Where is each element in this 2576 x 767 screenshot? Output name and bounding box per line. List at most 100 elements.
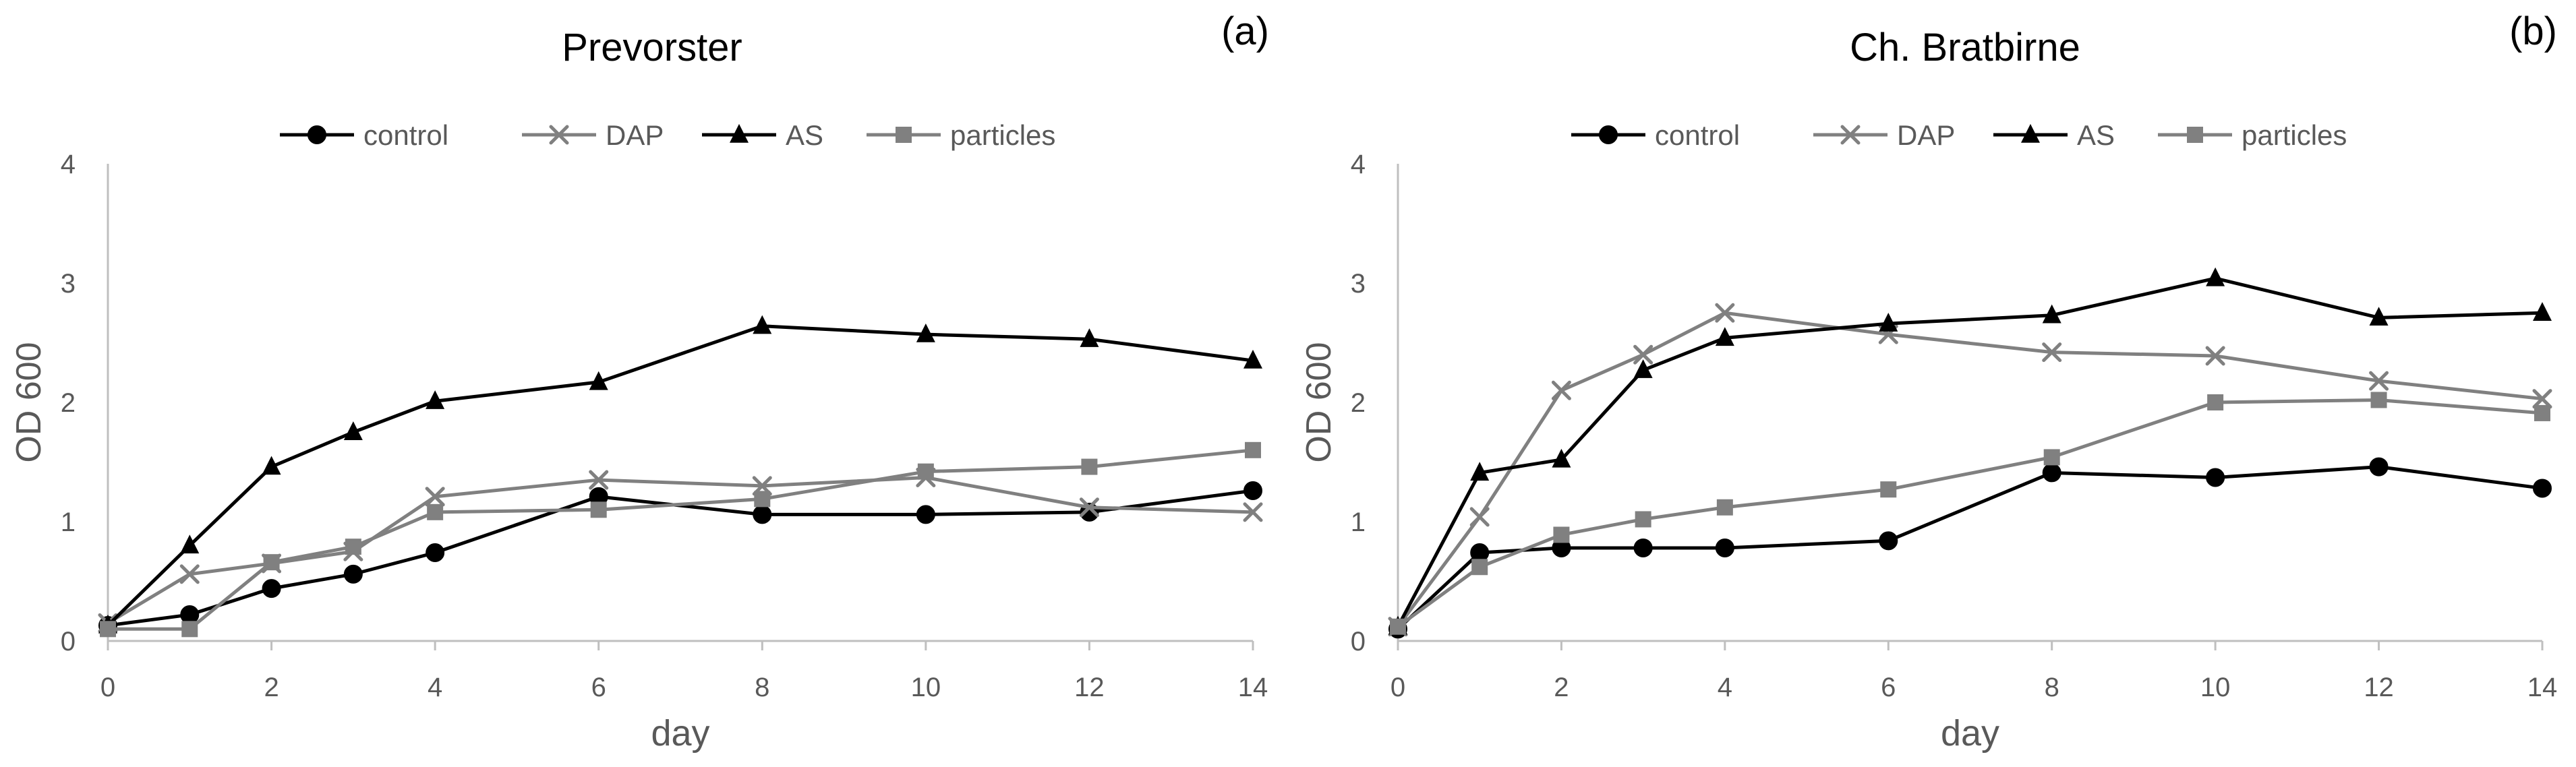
- data-point-control: [2533, 479, 2552, 498]
- x-tick-label: 0: [100, 673, 115, 702]
- legend-label: AS: [786, 119, 823, 151]
- y-tick-label: 2: [61, 388, 76, 418]
- series-particles: [1390, 392, 2550, 635]
- series-line-particles: [1397, 398, 2543, 628]
- data-point-DAP: [1715, 303, 1735, 323]
- legend-item-AS: AS: [702, 119, 823, 151]
- data-point-particles: [1081, 458, 1098, 475]
- data-point-AS: [1879, 313, 1898, 332]
- data-point-control: [2042, 463, 2061, 483]
- data-point-particles: [1471, 559, 1488, 576]
- data-point-AS: [2206, 267, 2225, 286]
- x-tick-label: 12: [1074, 673, 1105, 702]
- data-point-particles: [1390, 618, 1406, 635]
- data-point-particles: [2534, 404, 2550, 421]
- data-point-particles: [345, 539, 361, 555]
- x-tick-label: 2: [264, 673, 279, 702]
- series-line-DAP: [1396, 311, 2543, 628]
- data-point-AS: [1243, 349, 1262, 369]
- legend-label: AS: [2077, 119, 2115, 151]
- data-point-particles: [2043, 449, 2060, 466]
- data-point-AS: [426, 390, 445, 409]
- data-point-DAP: [1243, 502, 1263, 522]
- data-point-DAP: [589, 470, 609, 490]
- x-tick-label: 14: [1238, 673, 1268, 702]
- x-axis-label: day: [1941, 713, 1999, 754]
- data-point-AS: [2533, 302, 2552, 321]
- series-line-particles: [108, 448, 1254, 631]
- y-tick-label: 0: [1351, 627, 1366, 656]
- legend-item-control: control: [1571, 119, 1740, 151]
- series-AS: [1388, 267, 2552, 635]
- data-point-DAP: [1633, 344, 1653, 365]
- y-tick-label: 4: [61, 150, 76, 179]
- y-tick-label: 0: [61, 627, 76, 656]
- y-axis-label: OD 600: [9, 342, 49, 462]
- x-tick-label: 6: [1881, 673, 1896, 702]
- data-point-control: [916, 505, 935, 524]
- legend-marker-square: [896, 127, 912, 143]
- chart-title: Ch. Bratbirne: [1850, 26, 2080, 69]
- data-point-control: [1633, 538, 1653, 557]
- x-tick-label: 12: [2364, 673, 2394, 702]
- legend-marker-square: [2187, 127, 2203, 143]
- legend-marker-x: [549, 125, 569, 145]
- x-tick-label: 6: [591, 673, 606, 702]
- legend-item-DAP: DAP: [1813, 119, 1955, 151]
- x-tick-label: 10: [911, 673, 941, 702]
- x-tick-label: 4: [1718, 673, 1732, 702]
- data-point-particles: [263, 554, 280, 571]
- data-point-DAP: [425, 487, 445, 507]
- data-point-particles: [1880, 481, 1897, 498]
- panel-label: (b): [2509, 9, 2557, 53]
- data-point-control: [1470, 543, 1490, 563]
- data-point-particles: [2207, 394, 2224, 410]
- y-tick-label: 1: [61, 508, 76, 537]
- data-point-AS: [1470, 462, 1490, 481]
- data-point-particles: [1716, 499, 1733, 516]
- legend-label: control: [1655, 119, 1740, 151]
- legend-label: DAP: [1897, 119, 1955, 151]
- data-point-particles: [2370, 392, 2387, 408]
- data-point-DAP: [179, 564, 200, 584]
- data-point-control: [2206, 468, 2225, 487]
- data-point-particles: [1245, 441, 1261, 458]
- data-point-DAP: [1079, 497, 1099, 518]
- data-point-control: [2369, 457, 2389, 477]
- x-tick-label: 14: [2527, 673, 2558, 702]
- y-axis-label: OD 600: [1299, 342, 1339, 462]
- data-point-particles: [100, 621, 116, 638]
- data-point-control: [180, 605, 200, 625]
- y-tick-label: 2: [1351, 388, 1366, 418]
- legend-marker-circle: [308, 125, 326, 144]
- legend-label: particles: [2242, 119, 2347, 151]
- legend-label: control: [363, 119, 448, 151]
- legend-marker-triangle: [2021, 123, 2040, 143]
- legend-item-control: control: [280, 119, 448, 151]
- data-point-AS: [262, 456, 281, 475]
- data-point-AS: [2042, 304, 2061, 324]
- data-point-AS: [343, 421, 363, 440]
- legend-item-AS: AS: [1993, 119, 2115, 151]
- data-point-AS: [2369, 307, 2389, 326]
- data-point-particles: [427, 503, 444, 520]
- x-tick-label: 10: [2200, 673, 2231, 702]
- legend-marker-x: [1840, 125, 1861, 145]
- y-tick-label: 3: [1351, 269, 1366, 299]
- data-point-particles: [1635, 511, 1651, 528]
- data-point-particles: [1553, 526, 1570, 543]
- chart-title: Prevorster: [562, 26, 742, 69]
- series-control: [1388, 457, 2552, 639]
- data-point-control: [1879, 531, 1898, 551]
- data-point-AS: [1715, 327, 1734, 346]
- y-tick-label: 4: [1351, 150, 1366, 179]
- x-tick-label: 4: [428, 673, 442, 702]
- data-point-DAP: [2205, 346, 2225, 366]
- legend-item-particles: particles: [867, 119, 1055, 151]
- series-control: [98, 481, 1262, 635]
- data-point-AS: [1552, 448, 1571, 468]
- panel-label: (a): [1221, 9, 1269, 53]
